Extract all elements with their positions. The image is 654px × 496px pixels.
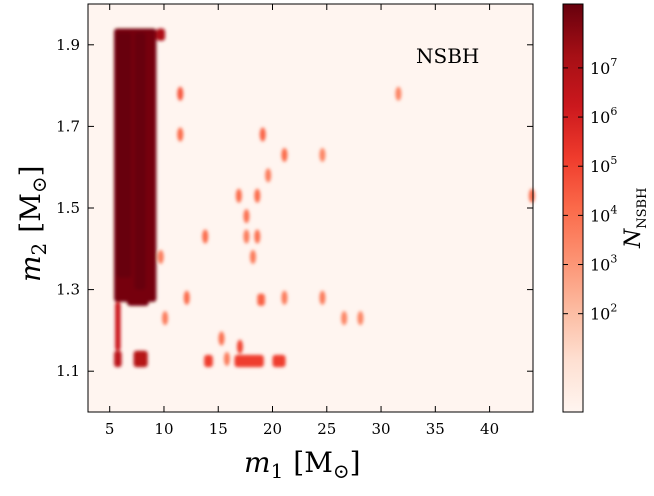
colorbar-tick-label: 105 <box>590 154 617 176</box>
heat-point-27 <box>265 168 272 183</box>
heat-point-25 <box>254 188 261 203</box>
heat-point-19 <box>223 351 230 366</box>
x-tick-label: 15 <box>209 420 228 438</box>
colorbar-tick-label: 103 <box>590 253 617 275</box>
heat-region-7 <box>133 350 148 368</box>
y-axis-subscript: 2 <box>27 243 51 256</box>
heat-region-1 <box>156 28 166 41</box>
colorbar-title: NNSBH <box>621 188 650 249</box>
y-axis-title: m2 [M⊙] <box>14 165 51 282</box>
y-axis-unit-close: ] <box>14 165 47 176</box>
heat-point-32 <box>341 311 348 326</box>
x-tick-label: 40 <box>480 420 499 438</box>
colorbar-subscript: NSBH <box>635 188 650 229</box>
y-axis-ticks: 1.1 1.3 1.5 1.7 1.9 <box>56 36 533 380</box>
heat-point-17 <box>202 229 209 244</box>
y-tick-label: 1.7 <box>56 117 80 135</box>
heat-region-6 <box>114 350 122 368</box>
heat-point-26 <box>259 127 266 142</box>
x-tick-label: 10 <box>154 420 173 438</box>
heat-point-24 <box>254 229 261 244</box>
heat-point-36 <box>236 339 243 354</box>
colorbar-tick-label: 106 <box>590 105 617 127</box>
heat-point-16 <box>162 311 169 326</box>
y-axis-unit: [M <box>14 193 47 233</box>
x-tick-label: 20 <box>263 420 282 438</box>
heat-point-31 <box>319 290 326 305</box>
heat-region-2 <box>116 32 132 278</box>
heat-region-11 <box>257 293 265 306</box>
x-axis-unit-close: ] <box>350 446 361 479</box>
x-axis-symbol: m <box>244 446 271 479</box>
heat-region-10 <box>272 354 286 368</box>
x-tick-label: 25 <box>317 420 336 438</box>
heat-point-20 <box>235 188 242 203</box>
x-axis-unit: [M <box>293 446 333 479</box>
panel-annotation: NSBH <box>416 44 479 68</box>
x-tick-label: 5 <box>105 420 115 438</box>
heat-point-13 <box>177 127 184 142</box>
heat-point-30 <box>319 147 326 162</box>
heat-region-9 <box>234 354 264 368</box>
heat-region-3 <box>134 32 146 290</box>
heat-point-35 <box>528 188 535 203</box>
x-axis-subscript: 1 <box>271 459 284 483</box>
heat-point-22 <box>243 229 250 244</box>
colorbar-tick-label: 107 <box>590 56 617 78</box>
heat-region-5 <box>115 301 121 351</box>
colorbar-tick-label: 104 <box>590 203 617 225</box>
y-axis-unit-sub: ⊙ <box>27 176 51 193</box>
colorbar-symbol: N <box>621 228 646 249</box>
heat-region-4 <box>127 293 149 306</box>
colorbar-tick-label: 102 <box>590 302 617 324</box>
heat-region-8 <box>204 354 213 368</box>
y-tick-label: 1.3 <box>56 281 80 299</box>
colorbar <box>562 3 584 413</box>
plot-background <box>88 4 533 412</box>
heat-point-33 <box>357 311 364 326</box>
heat-point-28 <box>281 147 288 162</box>
x-axis-unit-sub: ⊙ <box>333 459 350 483</box>
y-tick-label: 1.1 <box>56 362 80 380</box>
colorbar-ticks: 107 106 105 104 103 102 <box>563 56 617 324</box>
x-tick-label: 35 <box>426 420 445 438</box>
x-axis-title: m1 [M⊙] <box>244 446 361 483</box>
heatmap-regions <box>114 28 535 368</box>
x-tick-label: 30 <box>372 420 391 438</box>
heat-point-23 <box>249 249 256 264</box>
heat-point-15 <box>183 290 190 305</box>
heat-point-29 <box>281 290 288 305</box>
heat-point-14 <box>157 249 164 264</box>
heat-point-12 <box>177 86 184 101</box>
y-tick-label: 1.9 <box>56 36 80 54</box>
y-tick-label: 1.5 <box>56 199 80 217</box>
heat-point-18 <box>218 331 225 346</box>
y-axis-symbol: m <box>14 255 47 282</box>
heat-point-21 <box>243 209 250 224</box>
x-axis-ticks: 5 10 15 20 25 30 35 40 <box>105 4 499 438</box>
heat-point-34 <box>395 86 402 101</box>
